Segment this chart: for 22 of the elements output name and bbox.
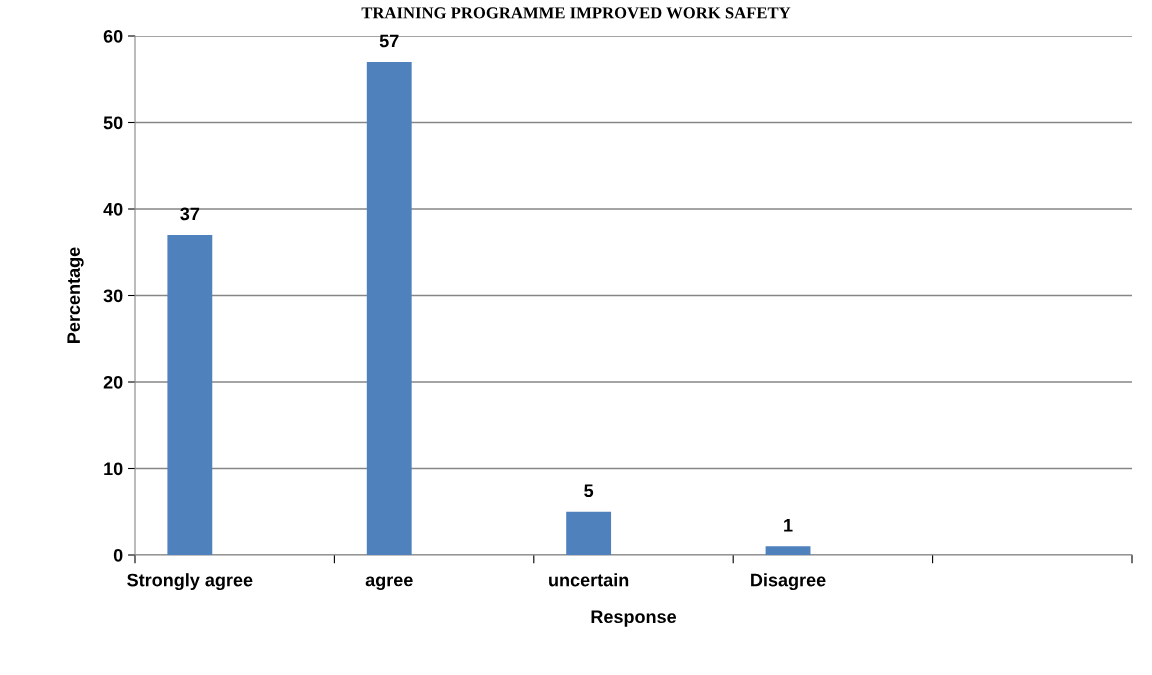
data-label: 37 — [180, 207, 200, 221]
y-tick-label: 50 — [103, 116, 123, 130]
bar — [566, 511, 612, 555]
x-tick-label: uncertain — [549, 573, 629, 587]
data-label: 5 — [584, 484, 594, 498]
x-tick-label: Strongly agree — [127, 573, 253, 591]
y-axis-title: Percentage — [67, 247, 84, 343]
bar — [765, 546, 811, 555]
x-tick-label: agree — [365, 576, 413, 590]
x-tick-label: Disagree — [751, 573, 826, 591]
chart-title: TRAINING PROGRAMME IMPROVED WORK SAFETY — [361, 7, 791, 19]
y-tick-label: 40 — [103, 202, 123, 216]
y-tick-label: 30 — [103, 289, 123, 303]
y-tick-label: 60 — [103, 29, 123, 43]
data-label: 1 — [784, 519, 793, 532]
y-tick-label: 20 — [103, 375, 123, 389]
bar — [167, 234, 213, 555]
bar — [366, 61, 412, 555]
y-tick-label: 10 — [104, 462, 123, 476]
x-axis-title: Response — [591, 610, 677, 627]
y-tick-label: 0 — [113, 548, 123, 562]
data-label: 57 — [379, 34, 399, 48]
